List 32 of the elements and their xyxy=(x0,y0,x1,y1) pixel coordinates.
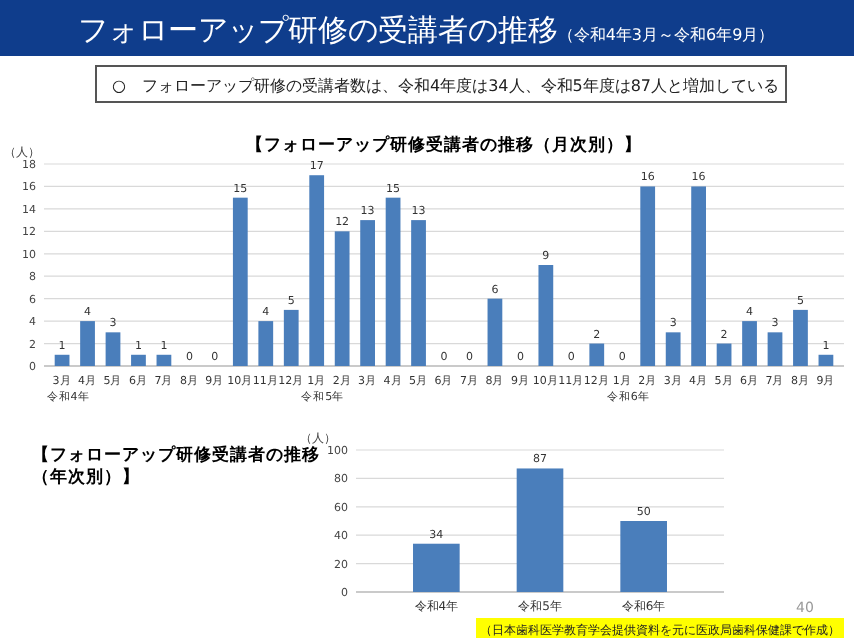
bar xyxy=(487,298,503,366)
bar xyxy=(258,321,274,366)
chart-title: 【フォローアップ研修受講者の推移（月次別）】 xyxy=(246,134,642,156)
bar xyxy=(334,231,350,366)
bar xyxy=(516,468,564,592)
bar xyxy=(413,543,460,592)
text: フォローアップ研修の受講者の推移 xyxy=(77,12,558,48)
text: ○ フォローアップ研修の受講者数は、令和4年度は34人、令和5年度は87人と増加している xyxy=(112,77,780,95)
bar xyxy=(818,354,834,366)
bar xyxy=(793,309,808,366)
bar xyxy=(232,197,248,366)
bar xyxy=(691,186,706,366)
bar xyxy=(54,354,70,366)
bar xyxy=(767,332,783,366)
bar xyxy=(156,354,172,366)
bar xyxy=(385,197,401,366)
bar xyxy=(620,521,667,592)
text: 【フォローアップ研修受講者の推移（年次別）】 xyxy=(32,444,320,488)
bar xyxy=(360,220,375,366)
bar xyxy=(640,186,656,366)
bar xyxy=(716,343,732,366)
bar xyxy=(80,321,95,366)
bar xyxy=(665,332,681,366)
bar xyxy=(589,343,605,366)
text: （令和4年3月～令和6年9月） xyxy=(557,26,775,44)
bar xyxy=(538,265,554,366)
bar xyxy=(283,309,299,366)
bar xyxy=(105,332,121,366)
bar xyxy=(131,354,146,366)
bar xyxy=(742,321,757,366)
bar xyxy=(411,220,426,366)
bar xyxy=(309,175,325,366)
